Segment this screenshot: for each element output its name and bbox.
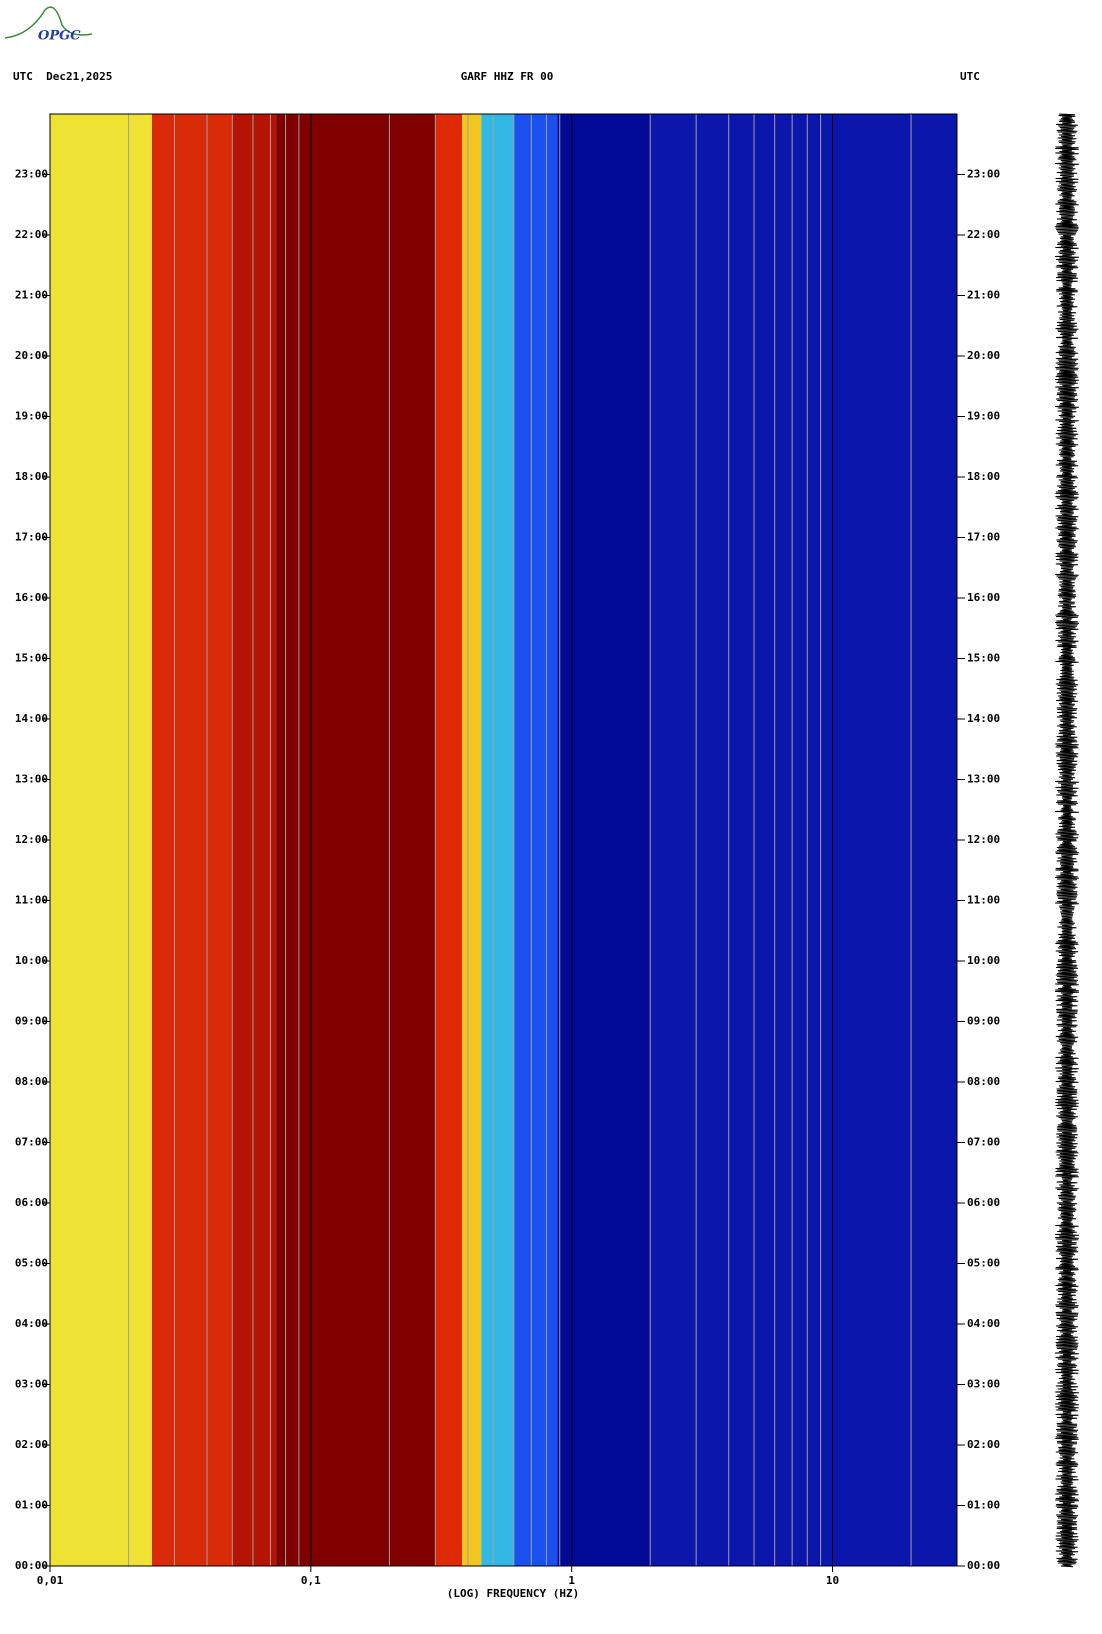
- y-tick-label-left: 11:00: [15, 894, 48, 907]
- spectrum-band: [513, 114, 558, 1566]
- y-tick-label-left: 06:00: [15, 1196, 48, 1209]
- y-tick-label-left: 16:00: [15, 591, 48, 604]
- y-tick-label-right: 16:00: [967, 591, 1000, 604]
- y-tick-label-right: 21:00: [967, 289, 1000, 302]
- y-tick-label-left: 23:00: [15, 168, 48, 181]
- y-tick-label-left: 00:00: [15, 1559, 48, 1572]
- header-right: UTC: [960, 70, 980, 83]
- spectrum-band: [650, 114, 957, 1566]
- spectrum-band: [232, 114, 277, 1566]
- spectrum-band: [557, 114, 651, 1566]
- y-tick-label-left: 10:00: [15, 954, 48, 967]
- x-tick-label: 0,01: [37, 1574, 64, 1587]
- y-tick-label-left: 20:00: [15, 349, 48, 362]
- y-tick-label-right: 06:00: [967, 1196, 1000, 1209]
- y-tick-label-right: 11:00: [967, 894, 1000, 907]
- spectrum-band: [481, 114, 514, 1566]
- y-tick-label-right: 09:00: [967, 1015, 1000, 1028]
- y-tick-label-right: 02:00: [967, 1438, 1000, 1451]
- x-tick-label: 1: [568, 1574, 575, 1587]
- header-center: GARF HHZ FR 00: [461, 70, 554, 83]
- y-tick-label-left: 17:00: [15, 531, 48, 544]
- logo: OPGC: [38, 29, 81, 44]
- y-tick-label-left: 15:00: [15, 652, 48, 665]
- y-tick-label-right: 13:00: [967, 773, 1000, 786]
- y-tick-label-right: 19:00: [967, 410, 1000, 423]
- y-tick-label-left: 18:00: [15, 470, 48, 483]
- x-tick-label: 0,1: [301, 1574, 321, 1587]
- spectrum-band: [151, 114, 233, 1566]
- y-tick-label-right: 00:00: [967, 1559, 1000, 1572]
- y-tick-label-right: 20:00: [967, 349, 1000, 362]
- spectrum-band: [462, 114, 482, 1566]
- y-tick-label-right: 07:00: [967, 1136, 1000, 1149]
- y-tick-label-left: 05:00: [15, 1257, 48, 1270]
- y-tick-label-left: 13:00: [15, 773, 48, 786]
- y-tick-label-left: 01:00: [15, 1499, 48, 1512]
- y-tick-label-right: 22:00: [967, 228, 1000, 241]
- y-tick-label-left: 04:00: [15, 1317, 48, 1330]
- y-tick-label-left: 19:00: [15, 410, 48, 423]
- y-tick-label-left: 21:00: [15, 289, 48, 302]
- y-tick-label-left: 03:00: [15, 1378, 48, 1391]
- header-left: UTC Dec21,2025: [13, 70, 112, 83]
- x-axis-label: (LOG) FREQUENCY (HZ): [447, 1587, 579, 1600]
- y-tick-label-right: 14:00: [967, 712, 1000, 725]
- logo-curve: [4, 6, 93, 39]
- waveform: [1054, 113, 1080, 1568]
- y-tick-label-right: 15:00: [967, 652, 1000, 665]
- y-tick-label-right: 23:00: [967, 168, 1000, 181]
- y-tick-label-right: 18:00: [967, 470, 1000, 483]
- y-tick-label-right: 04:00: [967, 1317, 1000, 1330]
- y-tick-label-right: 03:00: [967, 1378, 1000, 1391]
- y-tick-label-right: 05:00: [967, 1257, 1000, 1270]
- y-tick-label-right: 12:00: [967, 833, 1000, 846]
- y-tick-label-left: 09:00: [15, 1015, 48, 1028]
- y-tick-label-right: 01:00: [967, 1499, 1000, 1512]
- y-tick-label-left: 22:00: [15, 228, 48, 241]
- y-tick-label-left: 02:00: [15, 1438, 48, 1451]
- y-tick-label-left: 12:00: [15, 833, 48, 846]
- spectrum-band: [435, 114, 463, 1566]
- y-tick-label-left: 14:00: [15, 712, 48, 725]
- spectrum-band: [50, 114, 152, 1566]
- y-tick-label-left: 08:00: [15, 1075, 48, 1088]
- y-tick-label-right: 17:00: [967, 531, 1000, 544]
- y-tick-label-right: 10:00: [967, 954, 1000, 967]
- y-tick-label-right: 08:00: [967, 1075, 1000, 1088]
- y-tick-label-left: 07:00: [15, 1136, 48, 1149]
- spectrum-band: [276, 114, 436, 1566]
- x-tick-label: 10: [826, 1574, 839, 1587]
